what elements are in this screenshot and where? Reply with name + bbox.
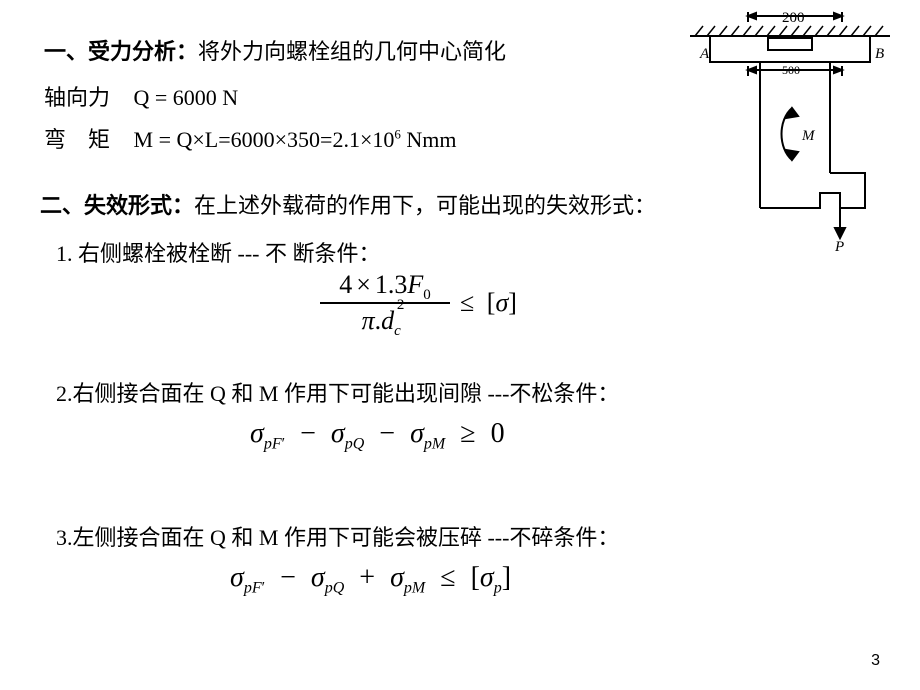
eq2-zero: 0	[491, 418, 505, 449]
axial-line: 轴向力 Q = 6000 N	[44, 80, 238, 112]
eq3-s3: σ	[390, 562, 404, 593]
bracket-diagram: 200 A B 500 M P	[670, 8, 900, 253]
eq3-lbr: [	[471, 562, 480, 593]
equation-3: σpF′ − σpQ + σpM ≤ [σp]	[230, 562, 511, 598]
eq1-F-sub: 0	[423, 287, 431, 303]
eq2-sub2: pQ	[345, 436, 365, 453]
eq3-sub1: pF	[244, 580, 262, 597]
moment-label: 弯 矩	[44, 127, 110, 152]
eq3-le: ≤	[432, 562, 463, 593]
axial-label: 轴向力	[44, 85, 110, 110]
eq3-subr: p	[494, 580, 502, 597]
label-A: A	[699, 46, 710, 62]
item-1: 1. 右侧螺栓被栓断 --- 不 断条件：	[56, 236, 380, 268]
eq1-pi: π	[362, 306, 375, 335]
eq1-rbr: ]	[508, 288, 517, 317]
section-1: 一、受力分析：将外力向螺栓组的几何中心简化	[44, 34, 506, 66]
eq1-d-sub: c	[394, 323, 401, 339]
eq2-sub1p: ′	[282, 436, 286, 453]
page-number: 3	[871, 652, 880, 670]
eq3-plus: +	[351, 562, 383, 593]
section-1-head: 一、受力分析：	[44, 39, 198, 64]
equation-2: σpF′ − σpQ − σpM ≥ 0	[250, 418, 505, 454]
dim-200: 200	[782, 10, 805, 26]
eq1-le: ≤	[460, 288, 474, 317]
moment-eq-unit: Nmm	[401, 127, 457, 152]
equation-1: 4×1.3F0 π.dc2 ≤ [σ]	[320, 270, 580, 340]
section-1-body: 将外力向螺栓组的几何中心简化	[198, 39, 506, 64]
eq3-sr: σ	[480, 562, 494, 593]
eq2-s3: σ	[410, 418, 424, 449]
eq1-times: ×	[352, 270, 375, 299]
moment-line: 弯 矩 M = Q×L=6000×350=2.1×106 Nmm	[44, 122, 456, 154]
eq1-d: d	[381, 306, 394, 335]
eq1-d-exp: 2	[397, 297, 405, 313]
eq3-rbr: ]	[502, 562, 511, 593]
eq3-sub2: pQ	[325, 580, 345, 597]
moment-eq-pre: M = Q×L=6000×350=2.1×10	[134, 127, 395, 152]
eq3-minus: −	[272, 562, 304, 593]
item-2: 2.右侧接合面在 Q 和 M 作用下可能出现间隙 ---不松条件：	[56, 376, 619, 408]
eq3-sub3: pM	[404, 580, 425, 597]
label-P: P	[834, 239, 844, 253]
label-B: B	[875, 46, 884, 62]
eq1-lbr: [	[481, 288, 496, 317]
eq2-s2: σ	[331, 418, 345, 449]
eq1-num-4: 4	[339, 270, 352, 299]
eq1-F: F	[407, 270, 423, 299]
section-2-head: 二、失效形式：	[40, 193, 194, 218]
label-M: M	[801, 128, 816, 144]
eq1-num-13: 1.3	[375, 270, 408, 299]
section-2-body: 在上述外载荷的作用下，可能出现的失效形式：	[194, 193, 656, 218]
axial-eq: Q = 6000 N	[134, 85, 239, 110]
eq2-ge: ≥	[452, 418, 483, 449]
eq2-minus1: −	[292, 418, 324, 449]
eq2-minus2: −	[371, 418, 403, 449]
eq2-sub1: pF	[264, 436, 282, 453]
item-3: 3.左侧接合面在 Q 和 M 作用下可能会被压碎 ---不碎条件：	[56, 520, 619, 552]
eq1-sigma: σ	[495, 288, 508, 317]
section-2: 二、失效形式：在上述外载荷的作用下，可能出现的失效形式：	[40, 188, 656, 220]
dim-500: 500	[782, 63, 800, 77]
eq3-s1: σ	[230, 562, 244, 593]
eq3-s2: σ	[311, 562, 325, 593]
page: 200 A B 500 M P 一、受力分析：将外力向螺栓组的几何中心简化 轴向…	[0, 0, 920, 690]
eq2-s1: σ	[250, 418, 264, 449]
eq3-sub1p: ′	[262, 580, 266, 597]
eq2-sub3: pM	[424, 436, 445, 453]
